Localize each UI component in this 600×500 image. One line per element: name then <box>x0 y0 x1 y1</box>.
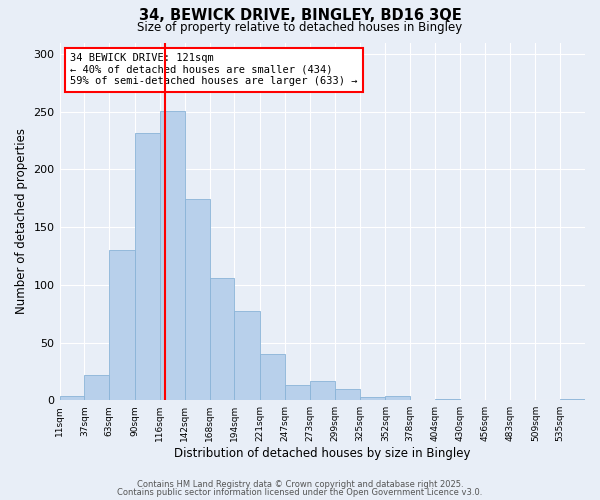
Text: Contains HM Land Registry data © Crown copyright and database right 2025.: Contains HM Land Registry data © Crown c… <box>137 480 463 489</box>
Text: 34 BEWICK DRIVE: 121sqm
← 40% of detached houses are smaller (434)
59% of semi-d: 34 BEWICK DRIVE: 121sqm ← 40% of detache… <box>70 53 358 86</box>
X-axis label: Distribution of detached houses by size in Bingley: Distribution of detached houses by size … <box>174 447 470 460</box>
Text: Size of property relative to detached houses in Bingley: Size of property relative to detached ho… <box>137 21 463 34</box>
Bar <box>109 250 135 400</box>
Bar <box>85 375 109 400</box>
Bar <box>335 388 359 400</box>
Bar <box>235 312 260 400</box>
Bar <box>435 399 460 400</box>
Bar <box>310 380 335 400</box>
Bar <box>209 278 235 400</box>
Bar <box>285 385 310 400</box>
Bar <box>135 132 160 400</box>
Bar <box>185 200 209 400</box>
Bar <box>59 396 85 400</box>
Text: 34, BEWICK DRIVE, BINGLEY, BD16 3QE: 34, BEWICK DRIVE, BINGLEY, BD16 3QE <box>139 8 461 22</box>
Bar <box>160 110 185 400</box>
Bar <box>359 396 385 400</box>
Bar <box>260 354 285 400</box>
Text: Contains public sector information licensed under the Open Government Licence v3: Contains public sector information licen… <box>118 488 482 497</box>
Bar <box>560 399 585 400</box>
Bar <box>385 396 410 400</box>
Y-axis label: Number of detached properties: Number of detached properties <box>15 128 28 314</box>
